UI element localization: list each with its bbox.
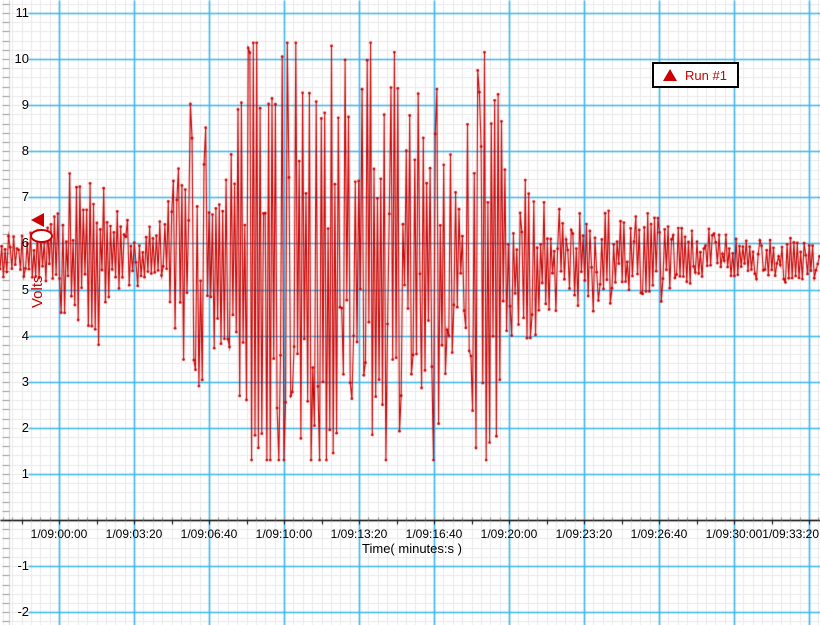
x-tick-label: 1/09:26:40 [630, 527, 688, 541]
x-tick-label: 1/09:16:40 [405, 527, 463, 541]
y-tick-label: 10 [14, 51, 29, 66]
y-tick-label: -1 [17, 558, 29, 574]
x-tick-label: 1/09:00:00 [30, 527, 88, 541]
x-tick-label: 1/09:06:40 [180, 527, 238, 541]
x-tick-label: 1/09:23:20 [555, 527, 613, 541]
y-tick-label: -2 [17, 604, 29, 620]
x-tick-label: 1/09:30:00 [705, 527, 763, 541]
y-tick-label: 7 [21, 189, 29, 205]
x-axis-title: Time( minutes:s ) [362, 541, 462, 556]
ellipse-annotation [30, 229, 53, 244]
channel-position-marker-icon[interactable] [31, 213, 44, 228]
triangle-up-icon [663, 69, 677, 81]
legend-series-label: Run #1 [685, 67, 727, 83]
x-tick-label: 1/09:33:20 [762, 527, 819, 541]
y-tick-label: 9 [21, 97, 29, 113]
legend[interactable]: Run #1 [652, 62, 739, 88]
y-tick-label: 4 [21, 327, 29, 343]
y-tick-label: 1 [21, 465, 29, 481]
y-tick-label: 2 [21, 419, 29, 435]
y-tick-label: 3 [21, 373, 29, 389]
y-tick-label: 11 [15, 4, 30, 20]
y-tick-label: 6 [21, 235, 29, 251]
y-tick-label: 5 [21, 281, 29, 297]
x-tick-label: 1/09:13:20 [330, 527, 388, 541]
y-tick-label: 8 [21, 143, 29, 159]
x-tick-label: 1/09:03:20 [105, 527, 163, 541]
x-tick-label: 1/09:10:00 [255, 527, 313, 541]
y-axis-title: Volts [29, 275, 46, 308]
x-tick-label: 1/09:20:00 [480, 527, 538, 541]
